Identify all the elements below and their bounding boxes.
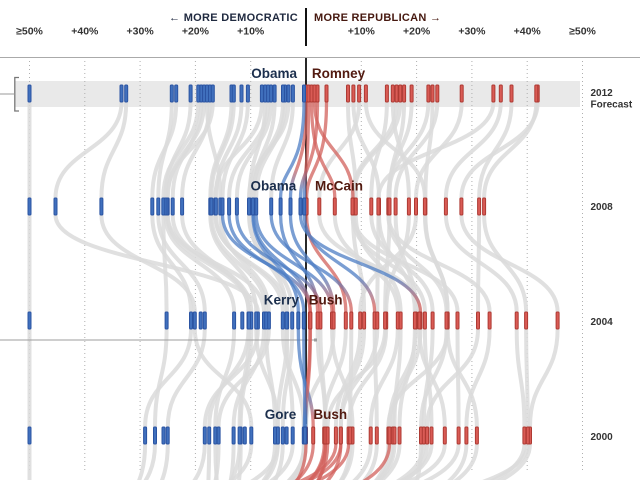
svg-text:Obama: Obama bbox=[251, 179, 297, 194]
svg-text:Bush: Bush bbox=[313, 407, 347, 422]
svg-text:2008: 2008 bbox=[591, 202, 614, 213]
svg-text:+30%: +30% bbox=[127, 26, 155, 38]
svg-text:+30%: +30% bbox=[458, 26, 486, 38]
svg-text:2004: 2004 bbox=[591, 317, 614, 328]
svg-text:Gore: Gore bbox=[265, 407, 297, 422]
svg-text:Bush: Bush bbox=[309, 293, 343, 308]
svg-text:+20%: +20% bbox=[403, 26, 431, 38]
svg-text:Forecast: Forecast bbox=[591, 99, 633, 110]
svg-text:McCain: McCain bbox=[315, 179, 363, 194]
svg-text:+10%: +10% bbox=[237, 26, 265, 38]
svg-text:2012: 2012 bbox=[591, 88, 614, 99]
svg-text:≥50%: ≥50% bbox=[569, 26, 596, 38]
svg-text:+20%: +20% bbox=[182, 26, 210, 38]
svg-text:+40%: +40% bbox=[514, 26, 542, 38]
svg-text:Obama: Obama bbox=[251, 66, 297, 81]
svg-text:2000: 2000 bbox=[591, 432, 614, 443]
svg-text:← MORE DEMOCRATIC: ← MORE DEMOCRATIC bbox=[169, 12, 298, 24]
svg-text:+10%: +10% bbox=[348, 26, 376, 38]
svg-text:≥50%: ≥50% bbox=[16, 26, 43, 38]
svg-text:+40%: +40% bbox=[71, 26, 99, 38]
svg-text:Romney: Romney bbox=[312, 66, 366, 81]
svg-text:Kerry: Kerry bbox=[264, 293, 300, 308]
svg-text:MORE REPUBLICAN →: MORE REPUBLICAN → bbox=[314, 12, 441, 24]
